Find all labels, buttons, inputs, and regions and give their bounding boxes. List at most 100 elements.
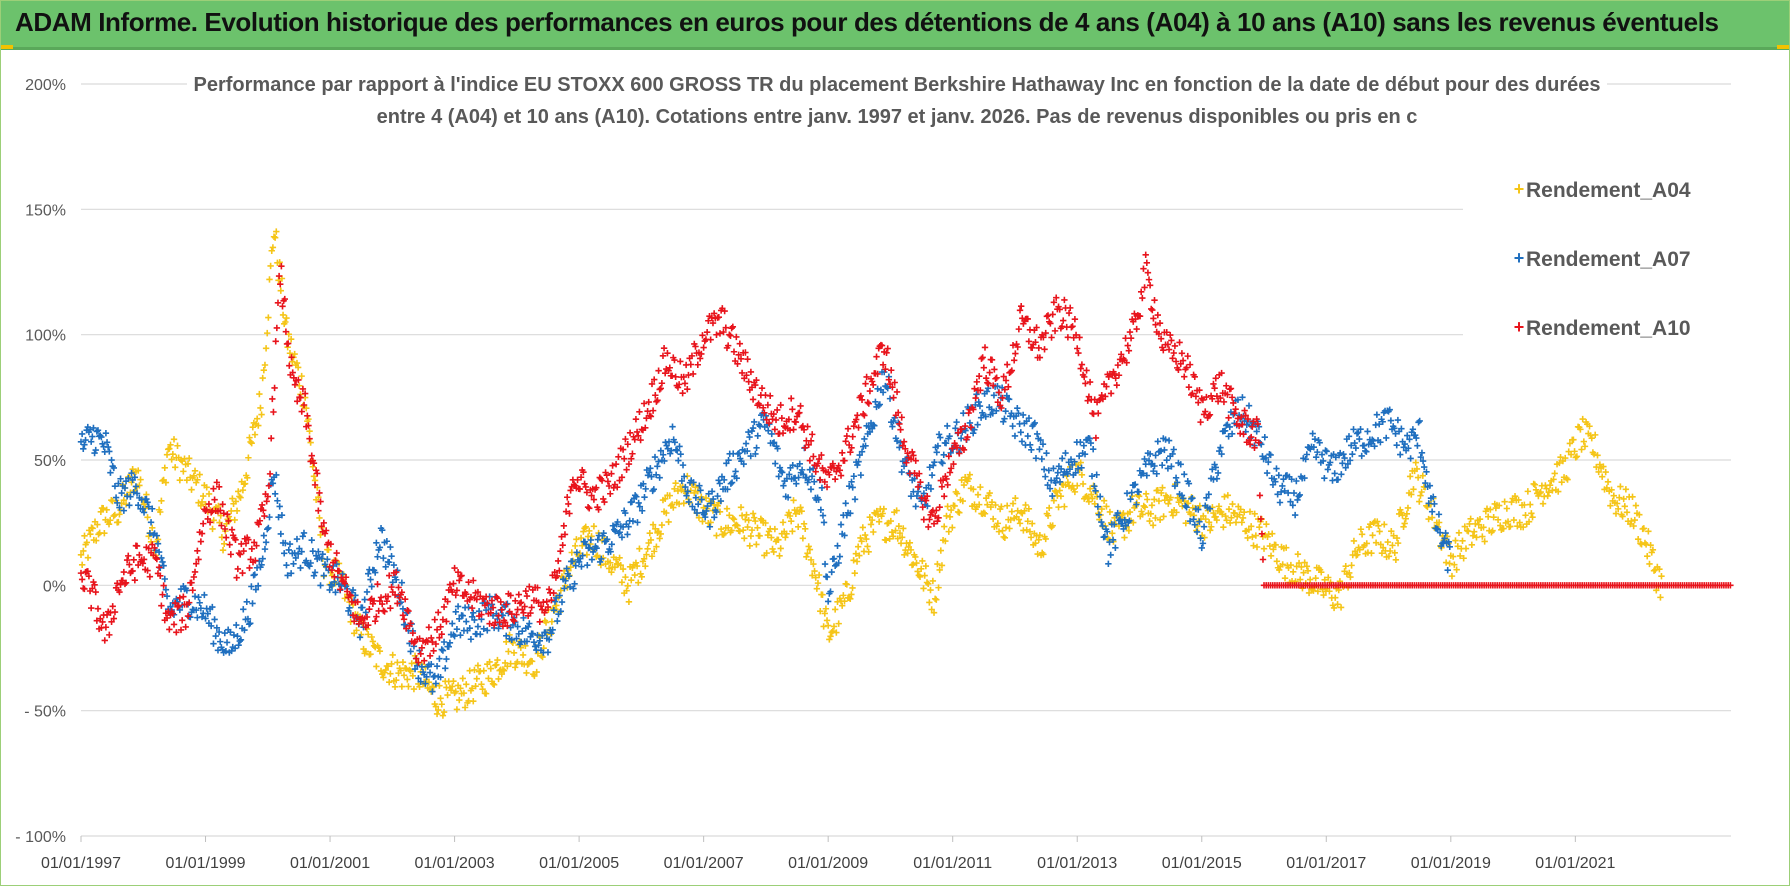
point-Rendement_A10 <box>720 328 727 336</box>
point-Rendement_A07 <box>209 603 216 611</box>
point-Rendement_A07 <box>947 449 954 457</box>
point-Rendement_A04 <box>1078 471 1086 479</box>
point-Rendement_A04 <box>1556 459 1563 467</box>
point-Rendement_A04 <box>1454 543 1462 550</box>
point-Rendement_A04 <box>1607 502 1614 509</box>
point-Rendement_A07 <box>607 548 614 555</box>
point-Rendement_A07 <box>139 505 147 513</box>
point-Rendement_A10 <box>904 449 911 457</box>
point-Rendement_A04 <box>1543 485 1550 492</box>
point-Rendement_A10 <box>436 634 443 641</box>
point-Rendement_A07 <box>1351 439 1358 447</box>
point-Rendement_A10 <box>588 492 595 499</box>
point-Rendement_A07 <box>1316 439 1323 446</box>
point-Rendement_A10 <box>936 504 943 511</box>
point-Rendement_A04 <box>99 505 107 512</box>
point-Rendement_A07 <box>155 548 163 556</box>
point-Rendement_A10 <box>1035 344 1042 352</box>
point-Rendement_A07 <box>928 471 936 479</box>
point-Rendement_A07 <box>715 477 722 484</box>
point-Rendement_A07 <box>183 587 191 594</box>
point-Rendement_A10 <box>1111 370 1118 378</box>
point-Rendement_A04 <box>734 522 741 529</box>
point-Rendement_A04 <box>843 581 851 588</box>
point-Rendement_A04 <box>1305 589 1313 597</box>
point-Rendement_A10 <box>807 437 815 444</box>
point-Rendement_A10 <box>567 487 574 494</box>
point-Rendement_A10 <box>804 423 811 430</box>
point-Rendement_A04 <box>804 550 811 557</box>
point-Rendement_A10 <box>1256 492 1264 499</box>
data-series <box>77 228 1734 719</box>
point-Rendement_A10 <box>1096 396 1103 404</box>
point-Rendement_A07 <box>1323 448 1330 455</box>
point-Rendement_A07 <box>315 548 322 555</box>
point-Rendement_A04 <box>928 606 935 613</box>
point-Rendement_A10 <box>517 599 525 606</box>
point-Rendement_A04 <box>748 526 756 534</box>
point-Rendement_A04 <box>1002 524 1010 531</box>
point-Rendement_A10 <box>1053 294 1060 301</box>
point-Rendement_A10 <box>829 460 837 467</box>
point-Rendement_A10 <box>945 453 953 460</box>
point-Rendement_A04 <box>1557 453 1564 461</box>
point-Rendement_A10 <box>891 379 898 386</box>
point-Rendement_A10 <box>1181 373 1188 380</box>
point-Rendement_A10 <box>370 597 378 605</box>
point-Rendement_A04 <box>490 681 498 688</box>
point-Rendement_A04 <box>1412 459 1419 466</box>
point-Rendement_A04 <box>616 554 623 561</box>
point-Rendement_A04 <box>1455 529 1463 537</box>
point-Rendement_A04 <box>691 489 698 497</box>
point-Rendement_A10 <box>494 595 501 602</box>
point-Rendement_A04 <box>81 532 88 540</box>
point-Rendement_A04 <box>457 685 464 692</box>
point-Rendement_A10 <box>1047 320 1054 327</box>
point-Rendement_A10 <box>377 594 385 601</box>
point-Rendement_A10 <box>409 629 417 637</box>
point-Rendement_A10 <box>1126 328 1134 336</box>
point-Rendement_A04 <box>487 665 494 672</box>
point-Rendement_A07 <box>415 675 422 682</box>
point-Rendement_A10 <box>211 496 218 503</box>
point-Rendement_A07 <box>1436 529 1444 536</box>
point-Rendement_A10 <box>109 603 116 610</box>
point-Rendement_A07 <box>1103 528 1111 535</box>
point-Rendement_A10 <box>1043 313 1051 320</box>
point-Rendement_A07 <box>320 572 328 579</box>
point-Rendement_A10 <box>1060 317 1067 324</box>
point-Rendement_A04 <box>579 542 586 549</box>
point-Rendement_A04 <box>1386 547 1394 555</box>
point-Rendement_A10 <box>922 497 930 504</box>
point-Rendement_A04 <box>1636 511 1643 518</box>
point-Rendement_A07 <box>269 480 277 487</box>
legend-label-a04: Rendement_A04 <box>1526 179 1691 202</box>
point-Rendement_A07 <box>598 555 605 563</box>
point-Rendement_A07 <box>800 471 807 478</box>
point-Rendement_A04 <box>268 247 275 254</box>
point-Rendement_A10 <box>598 477 606 484</box>
point-Rendement_A04 <box>1369 532 1376 539</box>
point-Rendement_A10 <box>838 449 846 457</box>
point-Rendement_A04 <box>1524 488 1532 495</box>
point-Rendement_A10 <box>1076 334 1083 341</box>
point-Rendement_A07 <box>1339 460 1346 467</box>
point-Rendement_A07 <box>642 485 649 493</box>
point-Rendement_A07 <box>636 503 644 510</box>
point-Rendement_A04 <box>868 516 876 524</box>
point-Rendement_A04 <box>1303 563 1311 570</box>
point-Rendement_A10 <box>802 444 809 451</box>
point-Rendement_A07 <box>1059 455 1066 462</box>
point-Rendement_A07 <box>457 632 464 639</box>
point-Rendement_A10 <box>102 624 110 631</box>
point-Rendement_A07 <box>1071 458 1078 465</box>
point-Rendement_A07 <box>1115 517 1123 524</box>
point-Rendement_A04 <box>1521 501 1528 509</box>
point-Rendement_A07 <box>768 430 775 438</box>
point-Rendement_A04 <box>1154 486 1161 494</box>
point-Rendement_A04 <box>1226 519 1234 527</box>
point-Rendement_A04 <box>1504 518 1512 525</box>
point-Rendement_A04 <box>1400 523 1407 531</box>
point-Rendement_A10 <box>758 385 766 392</box>
point-Rendement_A07 <box>1168 463 1175 470</box>
